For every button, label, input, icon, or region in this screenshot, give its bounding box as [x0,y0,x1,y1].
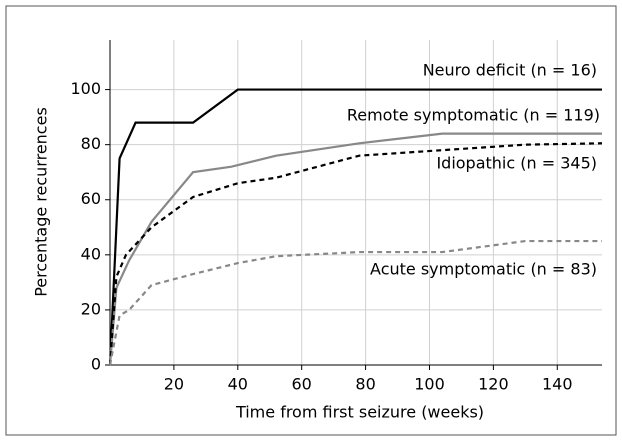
y-axis-label: Percentage recurrences [32,107,51,297]
frame [5,5,617,436]
y-tick-label: 100 [70,79,101,98]
y-tick-label: 20 [81,299,101,318]
x-tick-label: 20 [164,375,184,394]
y-tick-label: 40 [81,244,101,263]
x-tick-label: 40 [228,375,248,394]
y-tick-label: 60 [81,189,101,208]
x-axis-label: Time from first seizure (weeks) [235,403,484,422]
x-tick-label: 60 [292,375,312,394]
series-label: Acute symptomatic (n = 83) [370,260,597,279]
line-series [108,88,602,366]
x-tick-label: 100 [414,375,445,394]
x-tick-label: 140 [542,375,573,394]
series-label: Idiopathic (n = 345) [436,154,597,173]
line-series [108,132,602,366]
x-tick-label: 120 [478,375,509,394]
series-label: Remote symptomatic (n = 119) [347,106,600,125]
line-series [108,142,603,366]
x-tick-label: 80 [355,375,375,394]
y-tick-label: 80 [81,134,101,153]
line-series [108,239,602,366]
y-tick-label: 0 [91,355,101,374]
series-label: Neuro deficit (n = 16) [423,61,597,80]
